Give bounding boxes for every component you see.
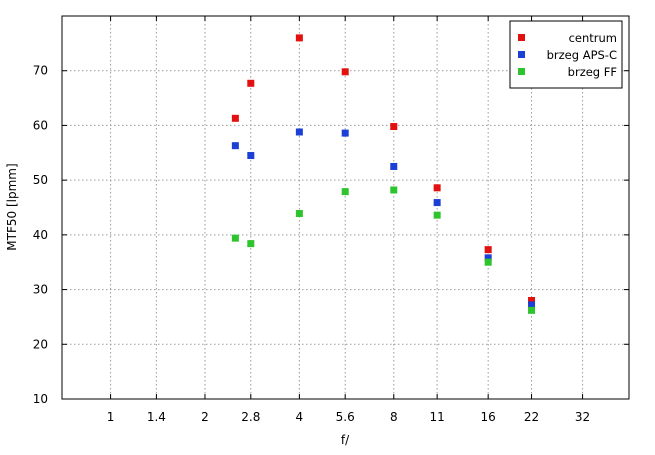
y-tick-label: 20 xyxy=(33,337,48,351)
y-tick-label: 10 xyxy=(33,392,48,406)
data-point-brzeg-ff xyxy=(247,240,255,248)
data-point-brzeg-aps-c xyxy=(484,254,492,262)
y-tick-label: 70 xyxy=(33,64,48,78)
legend-item-centrum: centrum xyxy=(518,31,617,45)
legend-label-centrum: centrum xyxy=(569,31,617,45)
legend-label-brzeg-ff: brzeg FF xyxy=(568,65,617,79)
data-point-centrum xyxy=(247,79,255,87)
data-point-centrum xyxy=(390,123,398,131)
y-axis-label: MTF50 [lpmm] xyxy=(5,163,19,250)
data-point-centrum xyxy=(433,184,441,192)
data-point-brzeg-aps-c xyxy=(528,301,536,309)
x-tick-label: 5.6 xyxy=(336,410,355,424)
legend-marker-brzeg-ff xyxy=(518,68,525,75)
data-point-brzeg-aps-c xyxy=(247,152,255,160)
data-point-brzeg-aps-c xyxy=(231,142,239,150)
data-point-brzeg-ff xyxy=(484,258,492,266)
data-point-brzeg-aps-c xyxy=(341,129,349,137)
data-point-brzeg-ff xyxy=(341,188,349,196)
legend-marker-brzeg-aps-c xyxy=(518,51,525,58)
legend-item-brzeg-aps-c: brzeg APS-C xyxy=(518,48,617,62)
x-tick-label: 2.8 xyxy=(241,410,260,424)
data-point-brzeg-aps-c xyxy=(433,199,441,207)
data-point-brzeg-aps-c xyxy=(295,128,303,136)
x-tick-label: 4 xyxy=(296,410,304,424)
x-tick-label: 32 xyxy=(575,410,590,424)
x-tick-label: 1 xyxy=(107,410,115,424)
legend-marker-centrum xyxy=(518,34,525,41)
axis-ticks xyxy=(62,16,629,400)
y-tick-labels: 10 20 30 40 50 60 70 xyxy=(33,64,48,406)
legend-box xyxy=(509,20,623,89)
legend: centrum brzeg APS-C brzeg FF xyxy=(509,20,623,89)
x-tick-label: 22 xyxy=(524,410,539,424)
legend-item-brzeg-ff: brzeg FF xyxy=(518,65,617,79)
data-point-centrum xyxy=(295,34,303,42)
x-axis-label: f/ xyxy=(341,433,350,447)
y-tick-label: 30 xyxy=(33,283,48,297)
data-point-brzeg-ff xyxy=(390,186,398,194)
y-tick-label: 50 xyxy=(33,173,48,187)
data-point-centrum xyxy=(484,246,492,254)
x-tick-label: 2 xyxy=(201,410,209,424)
x-tick-label: 11 xyxy=(430,410,445,424)
data-point-centrum xyxy=(528,297,536,305)
y-tick-label: 40 xyxy=(33,228,48,242)
y-tick-label: 60 xyxy=(33,118,48,132)
data-point-brzeg-ff xyxy=(231,234,239,242)
x-tick-label: 8 xyxy=(390,410,398,424)
data-point-centrum xyxy=(341,68,349,76)
data-point-centrum xyxy=(231,114,239,122)
x-tick-labels: 1 1.4 2 2.8 4 5.6 8 11 16 22 32 xyxy=(107,410,590,424)
data-point-brzeg-ff xyxy=(295,210,303,218)
data-point-brzeg-aps-c xyxy=(390,162,398,170)
data-point-brzeg-ff xyxy=(528,306,536,314)
x-tick-label: 16 xyxy=(481,410,496,424)
data-point-brzeg-ff xyxy=(433,211,441,219)
legend-label-brzeg-aps-c: brzeg APS-C xyxy=(547,48,617,62)
x-tick-label: 1.4 xyxy=(147,410,166,424)
data-points xyxy=(231,34,536,314)
